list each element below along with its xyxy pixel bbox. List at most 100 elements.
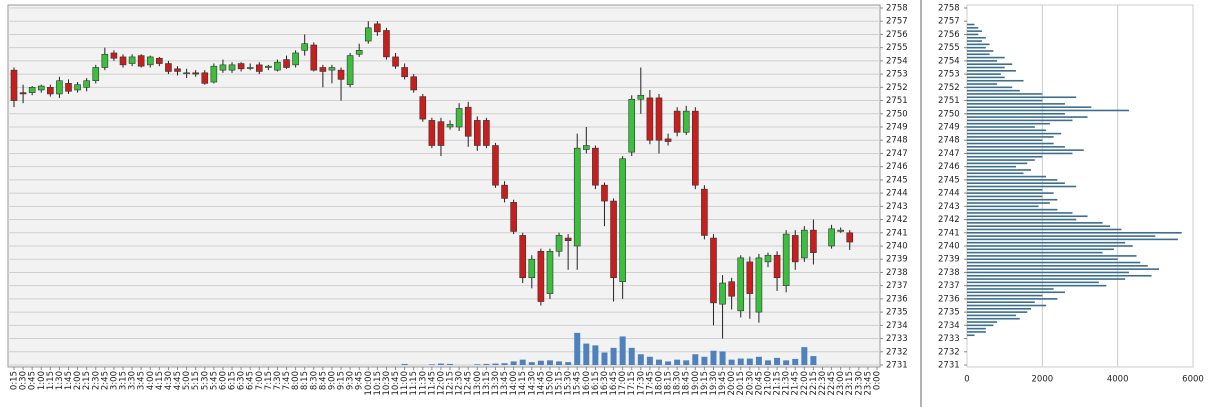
y-tick-label: 2736 [886, 294, 908, 304]
profile-bar [967, 139, 1043, 142]
profile-bar [967, 129, 1047, 132]
candle-body [219, 64, 227, 71]
profile-bar [967, 218, 1077, 221]
volume-bar [655, 359, 662, 365]
profile-bar [967, 314, 1016, 317]
volume-bar [628, 347, 635, 365]
x-tick-label: 1:00 [37, 371, 47, 390]
x-tick-label: 1:15 [46, 371, 56, 390]
volume-bar [674, 359, 681, 365]
candle-body [128, 56, 136, 64]
x-tick-label: 1:30 [55, 371, 65, 390]
candle-body [401, 67, 408, 78]
profile-bar [967, 106, 1092, 108]
x-tick-label: 12:15 [446, 371, 456, 396]
profile-bar [967, 192, 1054, 194]
candle-body [610, 200, 617, 279]
candle-body [101, 53, 109, 68]
candle-body [283, 59, 290, 68]
candle-body [410, 76, 418, 91]
x-tick-label: 16:15 [591, 371, 601, 396]
y-tick-label: 2742 [886, 215, 908, 225]
candle-body [692, 110, 699, 186]
volume-bar [710, 350, 717, 365]
x-tick-label: 3:45 [137, 371, 147, 390]
profile-bar [967, 142, 1054, 145]
volume-bar [437, 363, 444, 365]
candle-body [555, 235, 563, 252]
x-tick-label: 0:00 [873, 371, 883, 390]
candle-body [828, 228, 835, 247]
y-tick-label: 2733 [938, 334, 960, 344]
volume-bar [492, 363, 499, 365]
profile-bar [967, 251, 1103, 254]
x-tick-label: 23:30 [854, 371, 864, 396]
volume-bar [592, 345, 599, 365]
profile-bar [967, 136, 1054, 138]
profile-bar [967, 132, 1062, 135]
candle-body [174, 68, 181, 72]
y-tick-label: 2732 [938, 347, 960, 357]
y-tick-label: 2732 [886, 347, 908, 357]
candle-body [510, 202, 517, 232]
profile-bar [967, 301, 1035, 303]
x-tick-label: 21:30 [782, 371, 792, 396]
profile-bar [967, 27, 979, 29]
candle-body [374, 23, 381, 33]
candle-body [619, 158, 626, 283]
profile-bar [967, 258, 1118, 261]
x-tick-label: 10:15 [373, 371, 383, 396]
x-tick-label: 2000 [1032, 375, 1054, 385]
y-tick-label: 2745 [938, 175, 960, 185]
candle-body [810, 229, 817, 253]
candle-body [846, 232, 854, 243]
volume-bar [483, 363, 490, 365]
x-tick-label: 15:30 [564, 371, 574, 396]
y-tick-label: 2733 [886, 334, 908, 344]
y-tick-label: 2740 [938, 242, 960, 252]
profile-bar [967, 50, 994, 52]
y-tick-label: 2744 [886, 189, 908, 199]
y-tick-label: 2744 [938, 189, 960, 199]
profile-bar [967, 238, 1178, 241]
candle-body [192, 72, 199, 75]
x-tick-label: 19:15 [700, 371, 710, 396]
x-tick-label: 2:30 [91, 371, 101, 390]
x-tick-label: 4:15 [155, 371, 165, 390]
candle-body [110, 52, 118, 59]
profile-bar [967, 185, 1077, 188]
candle-body [319, 67, 327, 72]
y-tick-label: 2735 [886, 308, 908, 318]
x-tick-label: 17:00 [618, 371, 628, 396]
volume-bar [701, 356, 708, 365]
x-tick-label: 5:30 [200, 371, 210, 390]
x-tick-label: 4:00 [146, 371, 156, 390]
candle-body [592, 147, 599, 186]
y-tick-label: 2756 [886, 30, 908, 40]
profile-bar [967, 225, 1111, 227]
profile-bar [967, 96, 1077, 99]
y-tick-label: 2754 [886, 56, 908, 66]
profile-bar [967, 317, 1020, 320]
profile-bar [967, 231, 1182, 234]
candle-body [19, 92, 27, 95]
x-tick-label: 6000 [1182, 375, 1204, 385]
profile-bar [967, 83, 998, 85]
volume-bar [474, 364, 481, 365]
profile-bar [967, 116, 1088, 118]
candle-body [392, 56, 399, 67]
x-tick-label: 10:45 [391, 371, 401, 396]
candle-body [10, 69, 18, 101]
profile-bar [967, 86, 1013, 89]
candle-body [383, 30, 390, 58]
candle-body [791, 235, 799, 263]
y-tick-label: 2747 [938, 149, 960, 159]
y-tick-label: 2749 [886, 123, 908, 133]
profile-bar [967, 40, 983, 42]
x-tick-label: 12:30 [455, 371, 465, 396]
volume-bar [646, 356, 653, 365]
profile-bar [967, 43, 990, 46]
x-tick-label: 17:30 [636, 371, 646, 396]
x-tick-label: 3:15 [119, 371, 129, 390]
